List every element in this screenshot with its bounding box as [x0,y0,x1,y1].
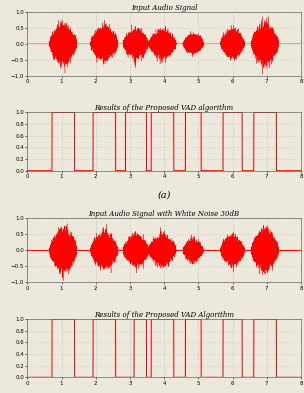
Title: Results of the Proposed VAD Algorithm: Results of the Proposed VAD Algorithm [94,311,234,319]
Title: Input Audio Signal: Input Audio Signal [131,4,197,12]
Text: (a): (a) [157,191,171,200]
Title: Results of the Proposed VAD algorithm: Results of the Proposed VAD algorithm [95,105,234,112]
Title: Input Audio Signal with White Noise 30dB: Input Audio Signal with White Noise 30dB [88,210,240,218]
